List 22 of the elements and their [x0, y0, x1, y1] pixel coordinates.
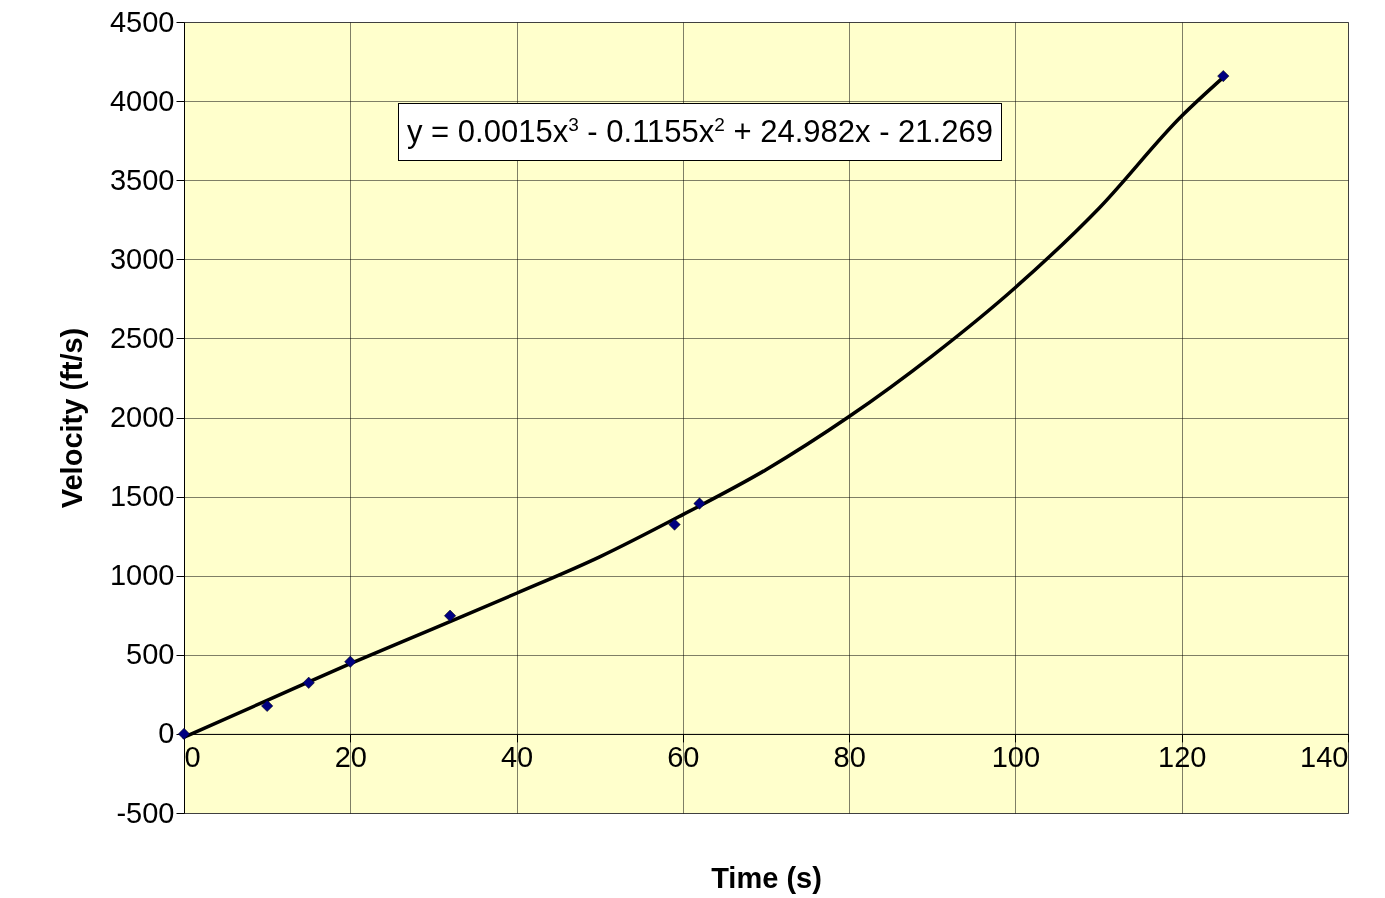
- y-tick-label: 1000: [109, 559, 175, 592]
- y-tick-label: 3500: [109, 163, 175, 196]
- y-tick-label: -500: [116, 796, 175, 829]
- annotation: y = 0.0015x$^{3}$ - 0.1155x$^{2}$ + 24.982x - 21.269: [398, 103, 1002, 162]
- x-tick-label: 100: [991, 741, 1041, 774]
- x-axis-title: Time (s): [711, 862, 822, 895]
- y-tick-label: 1500: [109, 480, 175, 513]
- y-tick-label: 3000: [109, 242, 175, 275]
- x-tick-label: 40: [500, 741, 534, 774]
- y-tick-label: 2000: [109, 401, 175, 433]
- y-axis-title: Velocity (ft/s): [55, 327, 88, 509]
- y-tick-label: 0: [158, 717, 175, 750]
- x-tick-label: 20: [334, 741, 367, 774]
- y-tick-label: 500: [126, 638, 175, 671]
- x-tick-label: 60: [667, 741, 700, 774]
- y-tick-label: 4000: [109, 84, 175, 117]
- x-tick-label: 80: [833, 741, 866, 774]
- y-tick-label: 4500: [109, 5, 175, 38]
- x-tick-label: 0: [184, 741, 201, 774]
- x-tick-label: 120: [1158, 741, 1207, 774]
- y-tick-label: 2500: [109, 321, 175, 354]
- x-tick-label: 140: [1300, 741, 1349, 774]
